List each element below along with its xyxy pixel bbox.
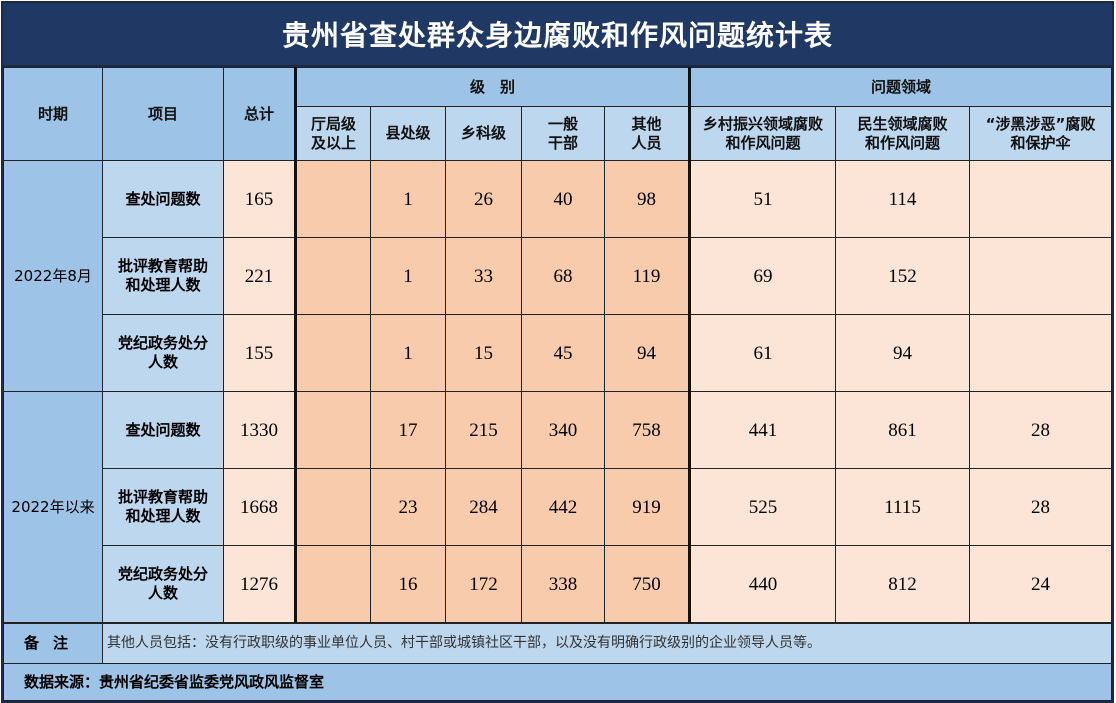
domain-cell: 861 bbox=[835, 391, 971, 469]
period-cell: 2022年8月 bbox=[3, 160, 103, 392]
level-cell: 23 bbox=[370, 468, 446, 546]
header-domain: 乡村振兴领域腐败 和作风问题 bbox=[688, 106, 837, 161]
header-level: 乡科级 bbox=[445, 106, 522, 161]
total-cell: 1276 bbox=[223, 545, 296, 623]
level-cell: 1 bbox=[370, 237, 446, 315]
header-level-group: 级 别 bbox=[293, 67, 691, 107]
header-total: 总计 bbox=[223, 67, 296, 161]
footer-table: 备注 其他人员包括：没有行政职级的事业单位人员、村干部或城镇社区干部，以及没有明… bbox=[3, 623, 1112, 701]
level-cell: 340 bbox=[521, 391, 605, 469]
level-cell: 750 bbox=[603, 545, 691, 623]
item-cell: 查处问题数 bbox=[102, 391, 224, 469]
level-cell bbox=[294, 468, 371, 546]
level-cell: 40 bbox=[521, 160, 605, 238]
domain-cell: 69 bbox=[688, 237, 837, 315]
header-domain-group: 问题领域 bbox=[688, 67, 1112, 107]
domain-cell: 61 bbox=[688, 314, 837, 392]
level-cell: 1 bbox=[370, 314, 446, 392]
total-cell: 1330 bbox=[223, 391, 296, 469]
level-cell: 758 bbox=[603, 391, 691, 469]
header-level: 厅局级 及以上 bbox=[294, 106, 371, 161]
header-level: 其他 人员 bbox=[603, 106, 691, 161]
domain-cell: 1115 bbox=[835, 468, 971, 546]
header-level: 一般 干部 bbox=[521, 106, 605, 161]
level-cell: 16 bbox=[370, 545, 446, 623]
domain-cell: 51 bbox=[688, 160, 837, 238]
item-cell: 党纪政务处分 人数 bbox=[102, 314, 224, 392]
total-cell: 1668 bbox=[223, 468, 296, 546]
level-cell: 119 bbox=[603, 237, 691, 315]
domain-cell bbox=[969, 314, 1112, 392]
domain-cell: 94 bbox=[835, 314, 971, 392]
domain-cell: 441 bbox=[688, 391, 837, 469]
level-cell: 919 bbox=[603, 468, 691, 546]
item-cell: 批评教育帮助 和处理人数 bbox=[102, 468, 224, 546]
level-cell: 15 bbox=[445, 314, 522, 392]
note-text: 其他人员包括：没有行政职级的事业单位人员、村干部或城镇社区干部，以及没有明确行政… bbox=[102, 623, 1112, 664]
level-cell: 94 bbox=[603, 314, 691, 392]
stats-table: 时期 项目 总计 级 别 问题领域 厅局级 及以上 县处级 乡科级 一般 干部 其他 人… bbox=[3, 67, 1112, 623]
domain-cell: 525 bbox=[688, 468, 837, 546]
level-cell: 45 bbox=[521, 314, 605, 392]
page-title: 贵州省查处群众身边腐败和作风问题统计表 bbox=[3, 3, 1112, 67]
total-cell: 165 bbox=[223, 160, 296, 238]
level-cell: 284 bbox=[445, 468, 522, 546]
domain-cell bbox=[969, 160, 1112, 238]
level-cell: 33 bbox=[445, 237, 522, 315]
header-period: 时期 bbox=[3, 67, 103, 161]
note-label: 备注 bbox=[3, 623, 103, 664]
table-row: 党纪政务处分 人数 155 1 15 45 94 61 94 bbox=[4, 314, 1112, 392]
domain-cell: 24 bbox=[969, 545, 1112, 623]
domain-cell: 28 bbox=[969, 468, 1112, 546]
level-cell bbox=[294, 160, 371, 238]
level-cell: 215 bbox=[445, 391, 522, 469]
item-cell: 批评教育帮助 和处理人数 bbox=[102, 237, 224, 315]
level-cell: 442 bbox=[521, 468, 605, 546]
domain-cell bbox=[969, 237, 1112, 315]
level-cell: 17 bbox=[370, 391, 446, 469]
table-row: 党纪政务处分 人数 1276 16 172 338 750 440 812 24 bbox=[4, 545, 1112, 623]
table-row: 批评教育帮助 和处理人数 1668 23 284 442 919 525 1115 28 bbox=[4, 468, 1112, 546]
level-cell: 338 bbox=[521, 545, 605, 623]
level-cell bbox=[294, 237, 371, 315]
header-item: 项目 bbox=[102, 67, 224, 161]
header-domain: 民生领域腐败 和作风问题 bbox=[835, 106, 971, 161]
domain-cell: 114 bbox=[835, 160, 971, 238]
level-cell: 172 bbox=[445, 545, 522, 623]
domain-cell: 152 bbox=[835, 237, 971, 315]
header-domain: “涉黑涉恶”腐败 和保护伞 bbox=[969, 106, 1112, 161]
level-cell: 1 bbox=[370, 160, 446, 238]
level-cell: 68 bbox=[521, 237, 605, 315]
period-cell: 2022年以来 bbox=[3, 391, 103, 623]
table-row: 2022年8月 查处问题数 165 1 26 40 98 51 114 bbox=[3, 160, 1112, 392]
data-source: 数据来源：贵州省纪委省监委党风政风监督室 bbox=[3, 663, 1112, 701]
item-cell: 查处问题数 bbox=[102, 160, 224, 238]
domain-cell: 812 bbox=[835, 545, 971, 623]
level-cell bbox=[294, 545, 371, 623]
level-cell bbox=[294, 314, 371, 392]
total-cell: 221 bbox=[223, 237, 296, 315]
level-cell: 98 bbox=[603, 160, 691, 238]
item-cell: 党纪政务处分 人数 bbox=[102, 545, 224, 623]
table-row: 批评教育帮助 和处理人数 221 1 33 68 119 69 152 bbox=[4, 237, 1112, 315]
domain-cell: 440 bbox=[688, 545, 837, 623]
total-cell: 155 bbox=[223, 314, 296, 392]
domain-cell: 28 bbox=[969, 391, 1112, 469]
table-row: 2022年以来 查处问题数 1330 17 215 340 758 441 861 28 bbox=[3, 391, 1112, 623]
level-cell bbox=[294, 391, 371, 469]
header-level: 县处级 bbox=[370, 106, 446, 161]
level-cell: 26 bbox=[445, 160, 522, 238]
